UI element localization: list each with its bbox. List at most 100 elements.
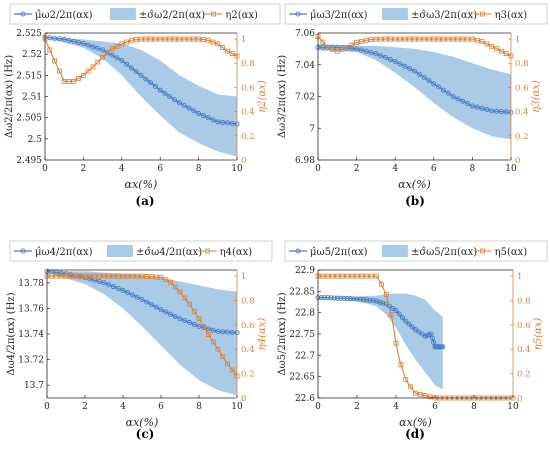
y2-axis-label: η2(αx) [257,80,268,113]
legend-mean-marker [20,11,26,17]
mean-marker [377,299,383,305]
mean-marker [186,319,193,326]
eta-marker [167,36,173,42]
eta-marker [120,273,126,279]
legend-band-label: ±σ̂ω4/2π(αx) [136,247,202,258]
eta-marker [431,36,437,42]
eta-marker [119,41,125,47]
eta-marker [49,273,55,279]
mean-marker [382,55,389,61]
x-tick-label: 0 [44,402,50,412]
panel-caption: (d) [405,427,425,441]
eta-marker [73,273,78,279]
mean-marker [129,292,136,298]
y2-tick-label: 0.4 [241,345,255,355]
mean-marker [347,296,354,302]
mean-marker [450,93,456,100]
legend-band-swatch [109,8,136,20]
eta-marker [157,36,163,42]
x-tick-label: 2 [354,402,360,412]
eta-marker [364,273,370,279]
eta-marker [215,346,221,352]
y2-tick-label: 0.8 [517,296,531,306]
eta-marker [445,36,451,42]
x-tick-label: 8 [470,164,476,174]
mean-marker [182,318,188,324]
legend-eta-marker [210,11,216,17]
legend-mean-marker [295,11,301,17]
y2-tick-label: 0.2 [515,132,529,142]
mean-marker [318,295,324,301]
mean-marker [139,296,145,302]
mean-marker [503,109,509,115]
mean-marker [115,286,121,292]
x-tick-label: 2 [82,402,88,412]
mean-marker [368,49,374,55]
mean-marker [90,44,96,50]
x-tick-label: 2 [354,164,360,174]
std-band [318,44,511,140]
y2-tick-label: 1 [515,35,520,45]
eta-marker [359,39,364,44]
mean-marker [403,318,409,324]
y2-axis-label: η5(αx) [533,318,544,351]
mean-marker [220,329,226,335]
legend-mean-marker [295,248,301,254]
eta-marker [177,289,183,295]
y2-tick-label: 0.2 [241,132,255,142]
mean-marker [124,61,130,67]
eta-marker [210,339,216,345]
eta-marker [87,273,93,279]
legend-mean-marker [20,248,26,254]
x-tick-label: 4 [393,402,399,412]
x-tick-label: 10 [507,402,519,412]
eta-marker [229,51,235,56]
eta-marker [455,36,461,42]
eta-marker [441,36,446,42]
eta-marker [71,78,77,84]
y2-tick-label: 0 [241,394,246,404]
eta-marker [153,274,159,280]
eta-marker [320,39,326,45]
mean-marker [409,324,415,330]
mean-marker [157,87,163,93]
chart-panel-2: 0 2 4 6 8 10 6.98 7 7.02 7.04 7.06 0 0.2 0.4 0.6 0.8 1 αx… [277,3,548,208]
mean-marker [53,270,60,276]
y2-tick-label: 0.6 [241,321,255,331]
mean-marker [387,57,393,63]
x-tick-label: 6 [158,402,164,412]
mean-marker [162,90,168,96]
mean-marker [66,37,72,43]
mean-marker [114,55,120,61]
mean-marker [215,119,221,125]
eta-marker [144,273,150,279]
mean-marker [196,110,202,116]
mean-marker [106,282,112,288]
y2-tick-label: 1 [241,35,246,45]
eta-marker [130,273,135,279]
eta-marker [163,277,169,283]
eta-marker [498,48,504,54]
mean-marker [321,295,328,301]
mean-marker [191,321,197,327]
eta-marker [172,36,178,42]
mean-marker [61,36,67,42]
mean-marker [363,48,369,54]
y-tick-label: 2.495 [16,156,42,166]
eta-marker [205,37,211,43]
mean-marker [196,323,202,329]
eta-marker [344,273,350,279]
mean-marker [220,119,226,125]
legend-eta-label: η3(αx) [495,10,528,21]
mean-marker [354,46,360,52]
mean-marker [224,120,230,126]
mean-marker [172,97,178,103]
eta-marker [201,324,207,330]
y2-tick-label: 0 [517,394,522,404]
legend-box [284,240,548,262]
eta-marker [335,273,340,279]
mean-marker [144,299,150,305]
eta-marker [57,68,62,74]
eta-marker [427,394,433,400]
